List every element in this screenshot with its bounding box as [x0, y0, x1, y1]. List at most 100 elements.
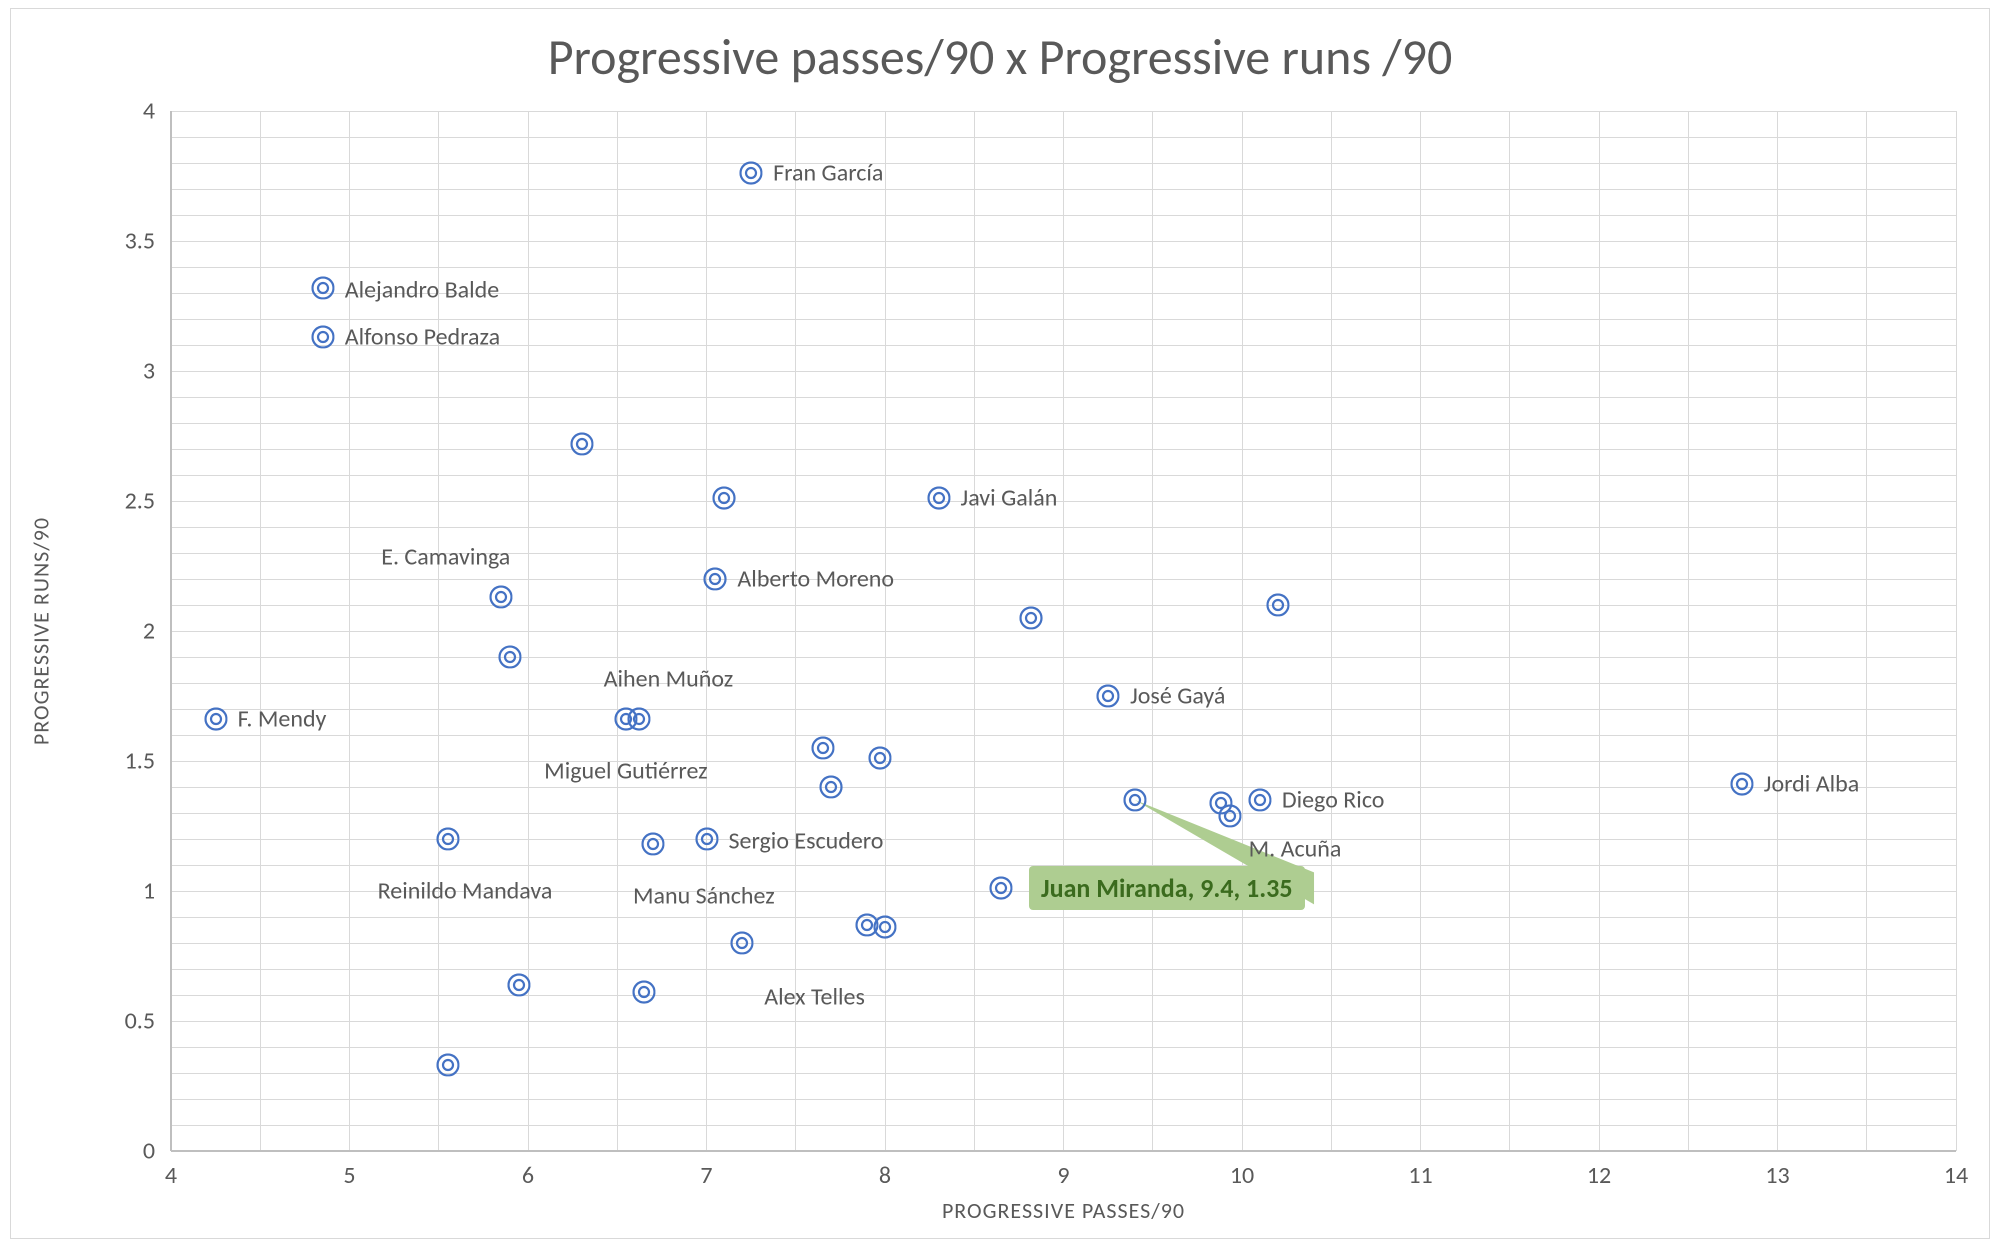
- horizontal-gridline: [171, 111, 1956, 112]
- y-tick-label: 3: [143, 357, 155, 386]
- horizontal-gridline: [171, 683, 1956, 684]
- scatter-point: [1020, 606, 1043, 629]
- horizontal-gridline: [171, 1125, 1956, 1126]
- y-tick-label: 2: [143, 617, 155, 646]
- point-label: Alejandro Balde: [345, 275, 499, 304]
- x-tick-label: 12: [1587, 1161, 1611, 1190]
- y-tick-label: 2.5: [125, 487, 155, 516]
- x-tick-label: 5: [343, 1161, 355, 1190]
- horizontal-gridline: [171, 137, 1956, 138]
- scatter-point: [1248, 788, 1271, 811]
- y-tick-label: 3.5: [125, 227, 155, 256]
- x-tick-label: 6: [522, 1161, 534, 1190]
- horizontal-gridline: [171, 813, 1956, 814]
- x-tick-label: 11: [1408, 1161, 1432, 1190]
- horizontal-gridline: [171, 241, 1956, 242]
- scatter-point: [713, 487, 736, 510]
- scatter-point: [811, 736, 834, 759]
- x-axis-line: [171, 1150, 1956, 1152]
- horizontal-gridline: [171, 761, 1956, 762]
- point-label: E. Camavinga: [381, 543, 510, 572]
- horizontal-gridline: [171, 709, 1956, 710]
- scatter-point: [1097, 684, 1120, 707]
- point-label: Fran García: [773, 159, 883, 188]
- horizontal-gridline: [171, 579, 1956, 580]
- callout-box: Juan Miranda, 9.4, 1.35: [1029, 866, 1305, 910]
- x-tick-label: 10: [1230, 1161, 1254, 1190]
- point-label: Diego Rico: [1282, 786, 1385, 815]
- horizontal-gridline: [171, 163, 1956, 164]
- horizontal-gridline: [171, 189, 1956, 190]
- horizontal-gridline: [171, 969, 1956, 970]
- scatter-point: [1123, 788, 1146, 811]
- point-label: Sergio Escudero: [729, 827, 884, 856]
- y-axis-line: [170, 111, 172, 1151]
- horizontal-gridline: [171, 1021, 1956, 1022]
- scatter-point: [740, 162, 763, 185]
- point-label: Manu Sánchez: [633, 882, 775, 911]
- scatter-point: [204, 708, 227, 731]
- horizontal-gridline: [171, 657, 1956, 658]
- point-label: Javi Galán: [961, 484, 1058, 513]
- x-tick-label: 7: [700, 1161, 712, 1190]
- point-label: Aihen Muñoz: [604, 665, 734, 694]
- scatter-point: [704, 567, 727, 590]
- horizontal-gridline: [171, 917, 1956, 918]
- x-axis-title: PROGRESSIVE PASSES/90: [171, 1197, 1956, 1224]
- horizontal-gridline: [171, 423, 1956, 424]
- scatter-point: [436, 827, 459, 850]
- horizontal-gridline: [171, 371, 1956, 372]
- horizontal-gridline: [171, 605, 1956, 606]
- horizontal-gridline: [171, 1099, 1956, 1100]
- y-tick-label: 0: [143, 1137, 155, 1166]
- x-tick-label: 14: [1944, 1161, 1968, 1190]
- scatter-point: [499, 645, 522, 668]
- horizontal-gridline: [171, 267, 1956, 268]
- scatter-point: [507, 973, 530, 996]
- scatter-point: [820, 775, 843, 798]
- x-tick-label: 9: [1057, 1161, 1069, 1190]
- point-label: M. Acuña: [1249, 834, 1342, 863]
- scatter-point: [1730, 773, 1753, 796]
- horizontal-gridline: [171, 631, 1956, 632]
- horizontal-gridline: [171, 943, 1956, 944]
- scatter-point: [570, 432, 593, 455]
- scatter-point: [731, 931, 754, 954]
- scatter-point: [490, 586, 513, 609]
- horizontal-gridline: [171, 319, 1956, 320]
- scatter-point: [632, 981, 655, 1004]
- horizontal-gridline: [171, 397, 1956, 398]
- y-tick-label: 4: [143, 97, 155, 126]
- horizontal-gridline: [171, 475, 1956, 476]
- scatter-point: [927, 487, 950, 510]
- point-label: Alex Telles: [764, 983, 865, 1012]
- horizontal-gridline: [171, 735, 1956, 736]
- point-label: Alfonso Pedraza: [345, 323, 500, 352]
- scatter-point: [627, 708, 650, 731]
- horizontal-gridline: [171, 215, 1956, 216]
- point-label: Miguel Gutiérrez: [544, 757, 707, 786]
- y-tick-label: 1: [143, 877, 155, 906]
- horizontal-gridline: [171, 865, 1956, 866]
- scatter-point: [311, 276, 334, 299]
- x-tick-label: 4: [165, 1161, 177, 1190]
- horizontal-gridline: [171, 501, 1956, 502]
- scatter-point: [873, 916, 896, 939]
- horizontal-gridline: [171, 1047, 1956, 1048]
- x-tick-label: 13: [1765, 1161, 1789, 1190]
- horizontal-gridline: [171, 787, 1956, 788]
- point-label: José Gayá: [1130, 682, 1225, 711]
- plot-area: Juan Miranda, 9.4, 1.35 F. Mendy Alejand…: [171, 111, 1956, 1151]
- scatter-point: [989, 877, 1012, 900]
- scatter-point: [311, 326, 334, 349]
- scatter-point: [1266, 593, 1289, 616]
- y-tick-label: 1.5: [125, 747, 155, 776]
- point-label: Alberto Moreno: [737, 565, 894, 594]
- point-label: Reinildo Mandava: [378, 877, 553, 906]
- horizontal-gridline: [171, 995, 1956, 996]
- y-tick-label: 0.5: [125, 1007, 155, 1036]
- scatter-point: [1218, 804, 1241, 827]
- scatter-point: [641, 833, 664, 856]
- horizontal-gridline: [171, 449, 1956, 450]
- horizontal-gridline: [171, 527, 1956, 528]
